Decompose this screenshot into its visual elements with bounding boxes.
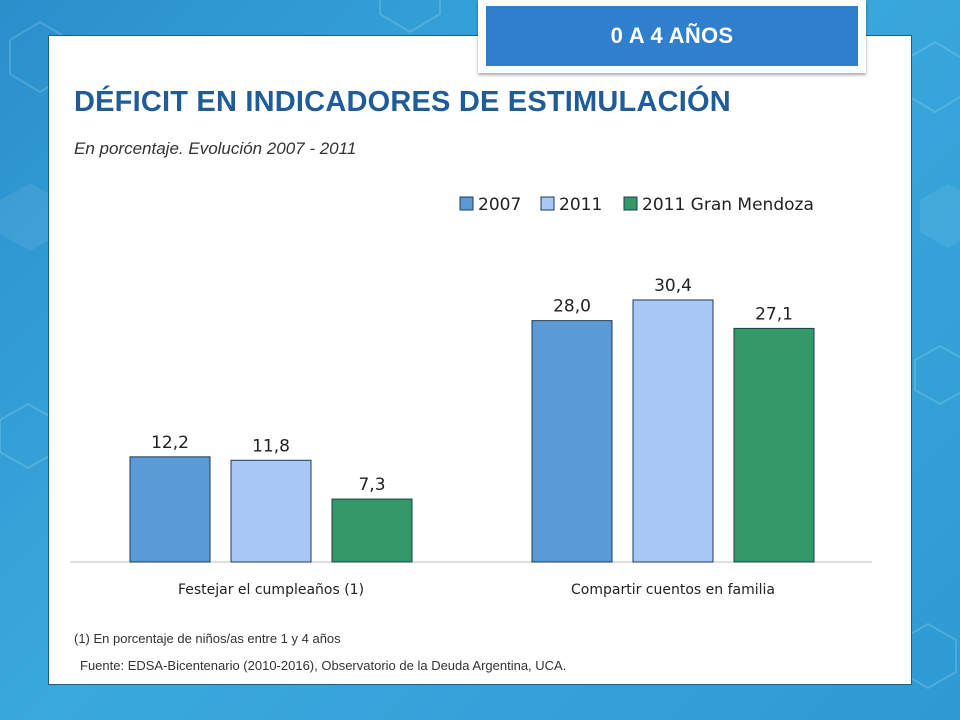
legend-swatch <box>540 196 555 211</box>
data-label: 28,0 <box>553 297 591 317</box>
category-label: Festejar el cumpleaños (1) <box>178 582 364 598</box>
bar-2011-2 <box>632 299 714 563</box>
slide-subtitle: En porcentaje. Evolución 2007 - 2011 <box>74 139 357 158</box>
data-label: 11,8 <box>252 436 290 456</box>
age-group-label: 0 A 4 AÑOS <box>486 6 858 66</box>
age-group-tab: 0 A 4 AÑOS <box>478 0 866 73</box>
bar-2011-gran-mendoza-2 <box>733 327 815 563</box>
legend-label: 2011 Gran Mendoza <box>642 195 814 215</box>
legend-label: 2007 <box>478 195 521 215</box>
bar-2007-2 <box>531 320 613 563</box>
source-note: Fuente: EDSA-Bicentenario (2010-2016), O… <box>80 658 567 673</box>
footnote: (1) En porcentaje de niños/as entre 1 y … <box>74 631 341 646</box>
bar-2011-1 <box>230 459 312 563</box>
data-label: 30,4 <box>654 276 692 296</box>
data-label: 7,3 <box>358 475 385 495</box>
legend-swatch <box>623 196 638 211</box>
data-label: 27,1 <box>755 304 793 324</box>
data-label: 12,2 <box>151 433 189 453</box>
bar-2007-1 <box>129 456 211 563</box>
legend-swatch <box>459 196 474 211</box>
category-label: Compartir cuentos en familia <box>571 582 775 598</box>
legend-label: 2011 <box>559 195 602 215</box>
slide-title: DÉFICIT EN INDICADORES DE ESTIMULACIÓN <box>74 86 731 118</box>
bar-2011-gran-mendoza-1 <box>331 498 413 563</box>
